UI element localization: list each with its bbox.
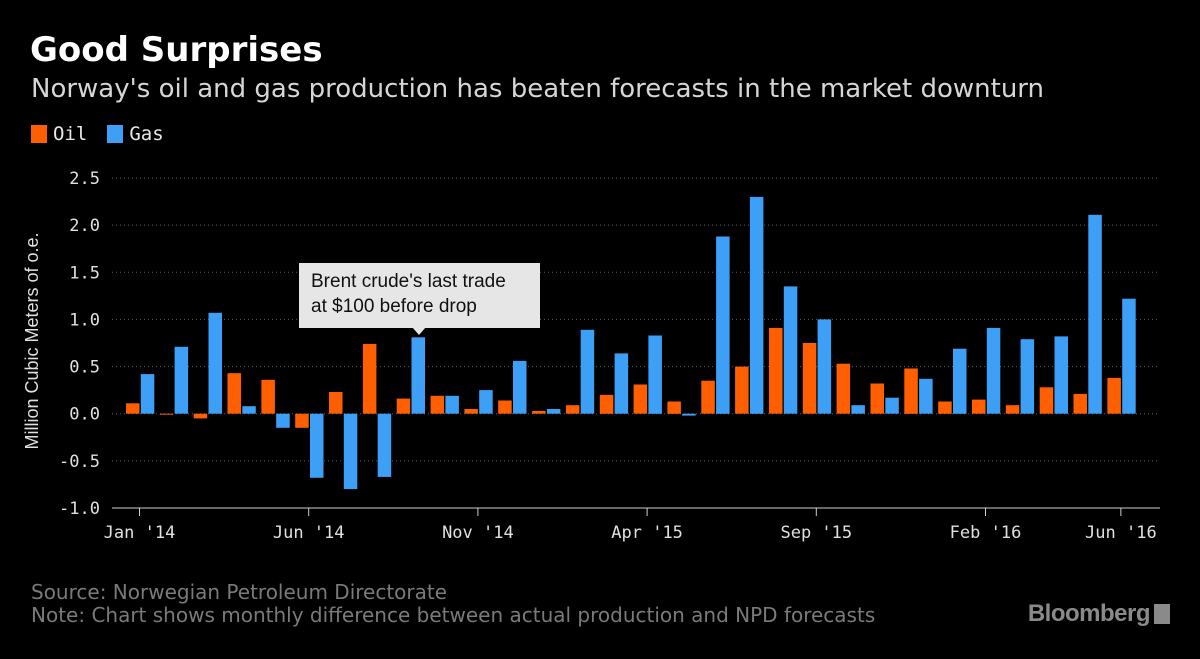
legend-item-gas: Gas [107,123,164,145]
bar-oil [1073,393,1087,414]
y-tick-label: 0.5 [69,358,100,378]
x-tick-label: Jun '14 [273,523,345,543]
bar-gas [208,312,222,414]
bar-oil [769,327,783,414]
bar-oil [599,394,614,414]
y-tick-label: -1.0 [59,499,100,519]
bar-gas [411,337,425,414]
gridlines [112,177,1160,462]
bar-gas [953,348,967,414]
y-axis-ticks: 2.5 2.0 1.5 1.0 0.5 0.0 -0.5 -1.0 [59,169,100,519]
x-tick-label: Feb '16 [950,523,1022,543]
bar-oil [836,363,851,414]
bar-oil [667,401,681,414]
bar-gas [276,413,290,428]
bar-gas [140,374,155,414]
bar-gas [716,236,730,414]
y-tick-label: 0.0 [69,405,100,425]
bar-gas [445,395,459,414]
y-tick-label: 1.0 [69,310,100,330]
bloomberg-chart-icon [1154,604,1170,624]
bar-oil [126,403,140,414]
bar-gas [749,196,764,414]
bar-gas [242,406,256,414]
bar-gas [310,413,324,478]
x-tick-label: Jan '14 [104,523,176,543]
y-tick-label: 2.5 [69,169,100,189]
bar-gas [648,335,662,414]
bar-oil [904,368,918,414]
bar-gas [513,360,527,414]
bar-oil [735,366,749,414]
legend-label-gas: Gas [129,123,164,145]
bar-oil [802,343,817,414]
annotation-callout: Brent crude's last trade at $100 before … [299,263,540,328]
bar-oil [261,379,275,414]
annotation-pointer [412,327,426,335]
bloomberg-logo: Bloomberg [1028,600,1170,628]
y-tick-label: 2.0 [69,216,100,236]
x-tick-label: Nov '14 [442,523,514,543]
legend-swatch-gas [107,125,124,143]
bar-oil [159,413,174,415]
bar-gas [817,319,832,414]
bar-oil [532,410,546,414]
bar-oil [870,383,884,414]
bar-oil [633,384,648,414]
chart-title: Good Surprises [30,30,323,70]
bar-gas [885,397,899,414]
chart-note: Note: Chart shows monthly difference bet… [31,603,876,627]
bars [126,196,1136,490]
y-tick-label: -0.5 [59,452,100,472]
legend: Oil Gas [31,122,184,146]
bar-oil [938,401,952,414]
bar-oil [464,409,478,414]
bar-oil [1107,377,1121,414]
bar-gas [614,353,629,414]
bar-oil [972,399,986,414]
bar-gas [580,329,595,414]
annotation-line-1: Brent crude's last trade [311,271,506,292]
bar-gas [851,405,865,414]
bar-gas [986,327,1001,414]
bar-oil [329,392,343,414]
source-note: Source: Norwegian Petroleum Directorate [31,580,448,604]
x-tick-label: Sep '15 [780,523,852,543]
bar-gas [174,346,189,414]
x-axis: Jan '14 Jun '14 Nov '14 Apr '15 Sep '15 Feb '… [104,507,1160,543]
bar-oil [295,413,309,428]
bar-gas [1054,336,1068,414]
bar-gas [783,286,798,414]
x-tick-label: Jun '16 [1085,523,1157,543]
legend-item-oil: Oil [31,123,87,145]
bar-oil [565,405,580,414]
bar-oil [362,343,377,414]
bar-gas [1088,214,1102,414]
bar-gas [343,413,358,490]
y-axis-title: Million Cubic Meters of o.e. [22,232,42,449]
bar-gas [546,409,561,414]
bar-gas [682,413,696,416]
legend-swatch-oil [31,125,47,143]
chart-subtitle: Norway's oil and gas production has beat… [31,74,1045,104]
brand-name: Bloomberg [1027,600,1151,627]
bar-oil [396,398,411,414]
bar-oil [430,395,445,414]
annotation-line-2: at $100 before drop [311,296,477,317]
bar-gas [1020,339,1035,414]
bar-oil [1039,387,1054,414]
bar-oil [701,380,715,414]
bar-oil [1005,405,1020,414]
bar-oil [193,413,208,419]
bar-oil [498,400,512,414]
y-tick-label: 1.5 [69,263,100,283]
bar-gas [1122,298,1136,414]
bar-oil [227,373,241,414]
bar-gas [479,390,493,414]
legend-label-oil: Oil [53,123,88,145]
x-tick-label: Apr '15 [611,523,683,543]
bar-gas [919,378,933,414]
bar-gas [377,413,392,477]
